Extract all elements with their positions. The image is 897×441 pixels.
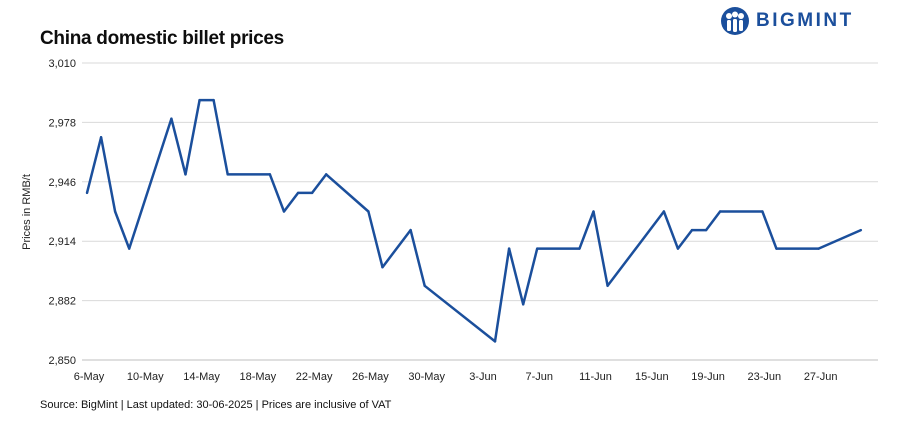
x-tick-label: 15-Jun bbox=[635, 371, 669, 383]
data-point bbox=[521, 303, 525, 306]
bigmint-logo-icon bbox=[721, 7, 749, 35]
y-tick-labels: 3,010 2,978 2,946 2,914 2,882 2,850 bbox=[48, 58, 76, 367]
x-tick-label: 30-May bbox=[408, 371, 445, 383]
data-point bbox=[859, 228, 863, 232]
data-point bbox=[113, 210, 117, 213]
data-point bbox=[409, 228, 412, 232]
x-tick-label: 22-May bbox=[296, 371, 333, 383]
source-note: Source: BigMint | Last updated: 30-06-20… bbox=[40, 399, 392, 411]
data-point bbox=[99, 136, 103, 139]
data-point bbox=[128, 247, 131, 250]
data-point bbox=[268, 173, 272, 176]
data-point bbox=[507, 247, 511, 250]
data-point bbox=[536, 247, 539, 250]
x-tick-labels: 6-May 10-May 14-May 18-May 22-May 26-May 30-Ma… bbox=[74, 371, 838, 383]
x-tick-label: 10-May bbox=[127, 371, 164, 383]
y-tick-label: 2,978 bbox=[48, 117, 76, 129]
data-point bbox=[381, 265, 384, 269]
data-point bbox=[676, 247, 680, 250]
data-point bbox=[198, 98, 201, 102]
data-point bbox=[367, 210, 370, 213]
data-point bbox=[592, 210, 595, 213]
data-point bbox=[718, 210, 722, 213]
data-point bbox=[282, 210, 286, 213]
y-tick-label: 2,946 bbox=[48, 177, 76, 189]
x-tick-label: 14-May bbox=[183, 371, 220, 383]
brand-name: BIGMINT bbox=[756, 10, 854, 31]
y-tick-label: 2,914 bbox=[48, 236, 76, 248]
x-tick-label: 18-May bbox=[239, 371, 276, 383]
x-tick-label: 19-Jun bbox=[691, 371, 725, 383]
data-point bbox=[170, 117, 173, 120]
data-point bbox=[212, 98, 215, 102]
bigmint-logo: BIGMINT bbox=[720, 6, 854, 36]
data-point bbox=[423, 284, 426, 287]
x-tick-label: 23-Jun bbox=[748, 371, 782, 383]
x-tick-label: 3-Jun bbox=[469, 371, 497, 383]
y-tick-label: 2,882 bbox=[48, 296, 76, 308]
data-point bbox=[606, 284, 609, 287]
y-tick-label: 2,850 bbox=[48, 355, 76, 367]
data-point bbox=[690, 228, 694, 232]
x-tick-label: 7-Jun bbox=[525, 371, 553, 383]
data-point bbox=[310, 191, 314, 195]
price-line bbox=[85, 98, 862, 343]
data-point bbox=[184, 173, 187, 176]
data-point bbox=[493, 340, 497, 343]
data-point bbox=[775, 247, 778, 250]
x-tick-label: 6-May bbox=[74, 371, 105, 383]
data-point bbox=[226, 173, 229, 176]
gridlines bbox=[82, 62, 878, 361]
x-tick-label: 27-Jun bbox=[804, 371, 838, 383]
data-point bbox=[817, 247, 820, 250]
x-tick-label: 26-May bbox=[352, 371, 389, 383]
data-point bbox=[85, 191, 89, 195]
data-points bbox=[85, 98, 863, 343]
data-point bbox=[296, 191, 300, 195]
data-point bbox=[578, 247, 581, 250]
data-point bbox=[662, 210, 666, 213]
data-point bbox=[324, 173, 328, 176]
data-point bbox=[704, 228, 708, 232]
data-point bbox=[761, 210, 764, 213]
x-tick-label: 11-Jun bbox=[579, 371, 612, 383]
series-line-layer bbox=[85, 98, 862, 343]
chart-title: China domestic billet prices bbox=[40, 28, 284, 49]
y-tick-label: 3,010 bbox=[48, 58, 76, 70]
